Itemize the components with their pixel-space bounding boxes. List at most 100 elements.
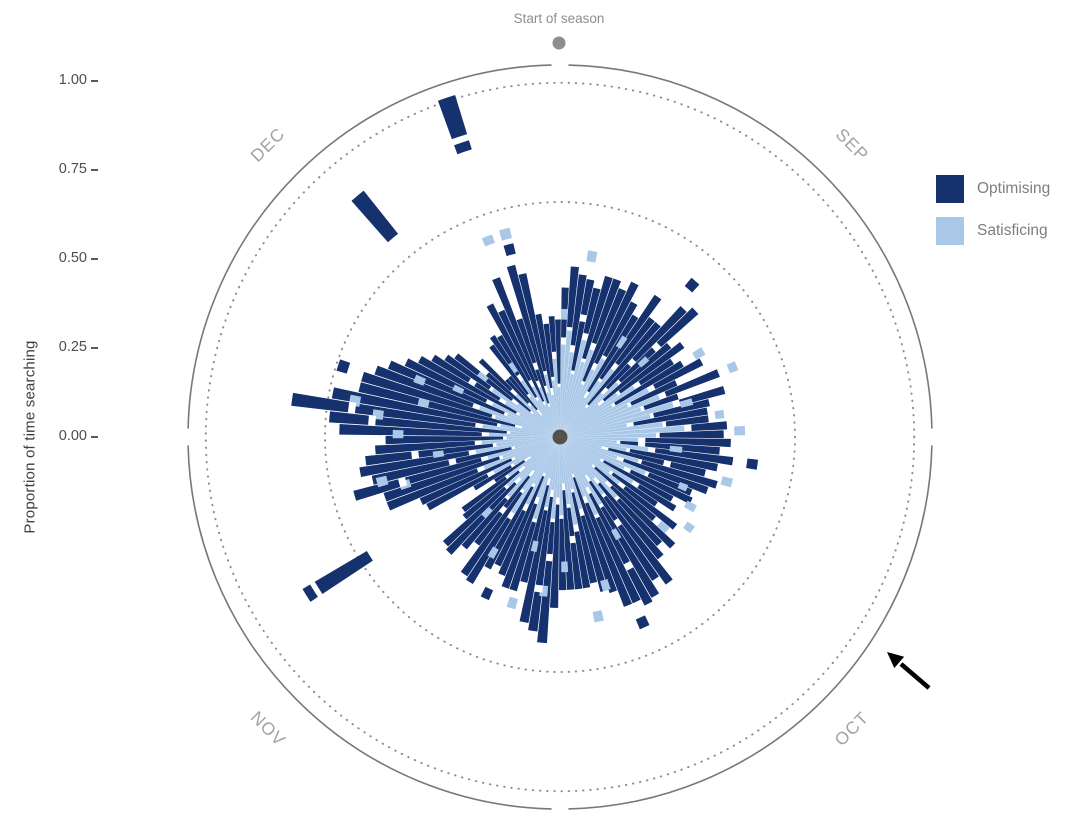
y-tick-label: 0.50 xyxy=(58,250,87,266)
fragment-satisficing xyxy=(600,578,611,592)
bar-segment-optimising xyxy=(460,491,523,577)
bar-segment-satisficing xyxy=(564,425,685,437)
bar-segment-satisficing xyxy=(564,421,663,437)
bar-segment-optimising xyxy=(465,517,512,585)
bar-segment-satisficing xyxy=(562,440,587,476)
fragment-satisficing xyxy=(714,409,725,420)
fragment-satisficing xyxy=(508,361,518,374)
bar-segment-optimising xyxy=(358,382,516,427)
fragment-satisficing xyxy=(677,481,689,492)
bar-segment-satisficing xyxy=(560,441,574,490)
bar-segment-optimising xyxy=(587,321,661,406)
bar-segment-satisficing xyxy=(500,424,556,437)
fragment-satisficing xyxy=(432,450,445,459)
bar-segment-satisficing xyxy=(518,413,557,436)
fragment-optimising xyxy=(746,458,759,470)
bar-segment-optimising xyxy=(566,266,579,328)
bar-segment-satisficing xyxy=(552,358,560,433)
fragment-satisficing xyxy=(530,540,539,553)
bar-segment-satisficing xyxy=(563,382,619,435)
bar-segment-optimising xyxy=(555,319,561,384)
bar-gap-notch xyxy=(545,553,553,562)
fragment-satisficing xyxy=(637,356,650,368)
bar-segment-satisficing xyxy=(483,438,557,470)
bar-segment-optimising xyxy=(618,341,685,394)
bar-segment-satisficing xyxy=(563,439,634,485)
bar-segment-optimising xyxy=(462,470,520,520)
legend-item-satisficing: Satisficing xyxy=(936,217,1050,245)
bar-segment-satisficing xyxy=(506,436,556,440)
bar-segment-satisficing xyxy=(551,394,560,433)
bar-segment-optimising xyxy=(543,323,555,378)
bar-segment-satisficing xyxy=(560,330,572,433)
bar-segment-satisficing xyxy=(561,384,584,434)
bar-segment-optimising xyxy=(291,392,476,428)
arrow-annotation-head-icon xyxy=(887,652,905,669)
bar-segment-optimising xyxy=(588,480,659,581)
y-tick-mark xyxy=(91,436,98,438)
bar-segment-satisficing xyxy=(491,388,557,435)
bar-segment-optimising xyxy=(599,294,662,380)
bar-segment-satisficing xyxy=(551,441,560,491)
fragment-optimising xyxy=(336,359,351,374)
fragment-optimising xyxy=(503,243,516,257)
fragment-satisficing xyxy=(734,425,746,436)
bar-segment-optimising xyxy=(478,358,513,392)
bar-segment-satisficing xyxy=(561,441,574,475)
bar-segment-optimising xyxy=(331,387,498,427)
bar-segment-optimising xyxy=(605,306,687,390)
bar-segment-satisficing xyxy=(530,405,558,434)
bar-segment-satisficing xyxy=(564,437,649,452)
fragment-satisficing xyxy=(487,546,499,559)
bar-segment-optimising xyxy=(570,274,587,346)
bar-segment-optimising xyxy=(629,469,693,505)
bar-segment-optimising xyxy=(647,472,693,496)
y-tick-label: 0.00 xyxy=(58,428,87,444)
bar-segment-optimising xyxy=(535,313,553,389)
bar-segment-satisficing xyxy=(507,440,558,498)
bar-segment-satisficing xyxy=(563,438,618,460)
start-of-season-label: Start of season xyxy=(513,11,605,26)
bar-segment-satisficing xyxy=(544,441,560,508)
bar-segment-satisficing xyxy=(560,441,578,525)
bar-segment-optimising xyxy=(494,460,526,483)
bar-segment-satisficing xyxy=(564,438,639,463)
bar-segment-satisficing xyxy=(557,387,561,433)
bar-segment-optimising xyxy=(494,509,526,567)
fragment-satisficing xyxy=(669,445,683,453)
bar-segment-satisficing xyxy=(564,437,627,452)
bar-segment-satisficing xyxy=(559,441,564,516)
bar-segment-optimising xyxy=(659,430,724,439)
fragment-satisficing xyxy=(392,429,404,439)
bar-segment-optimising xyxy=(629,448,718,472)
bar-segment-satisficing xyxy=(564,437,617,444)
legend-label-optimising: Optimising xyxy=(977,180,1051,197)
bar-segment-satisficing xyxy=(560,373,574,433)
bar-segment-optimising xyxy=(623,485,678,530)
arrow-annotation-shaft xyxy=(899,662,931,690)
bar-segment-optimising xyxy=(574,531,591,589)
bar-segment-satisficing xyxy=(475,437,556,454)
bar-segment-satisficing xyxy=(563,438,602,461)
bar-segment-satisficing xyxy=(563,404,599,435)
bar-segment-optimising xyxy=(509,521,537,592)
gridline-dotted xyxy=(204,81,916,793)
bar-segment-optimising xyxy=(654,448,734,466)
bar-gap-notch xyxy=(398,477,408,488)
bar-segment-satisficing xyxy=(564,401,674,436)
bar-segment-satisficing xyxy=(481,437,556,445)
bar-gap-notch xyxy=(448,458,457,466)
fragment-satisficing xyxy=(679,398,694,408)
bar-segment-optimising xyxy=(691,421,728,431)
fragment-satisficing xyxy=(720,476,734,488)
bar-segment-satisficing xyxy=(562,406,587,434)
fragment-satisficing xyxy=(726,361,739,374)
bar-segment-satisficing xyxy=(507,439,557,477)
bar-segment-optimising xyxy=(616,498,663,547)
bar-gap-notch xyxy=(651,342,662,353)
y-tick-label: 0.75 xyxy=(58,161,87,177)
bar-segment-satisficing xyxy=(496,437,556,447)
bar-segment-optimising xyxy=(461,497,508,550)
panel-border-arc xyxy=(568,64,933,429)
